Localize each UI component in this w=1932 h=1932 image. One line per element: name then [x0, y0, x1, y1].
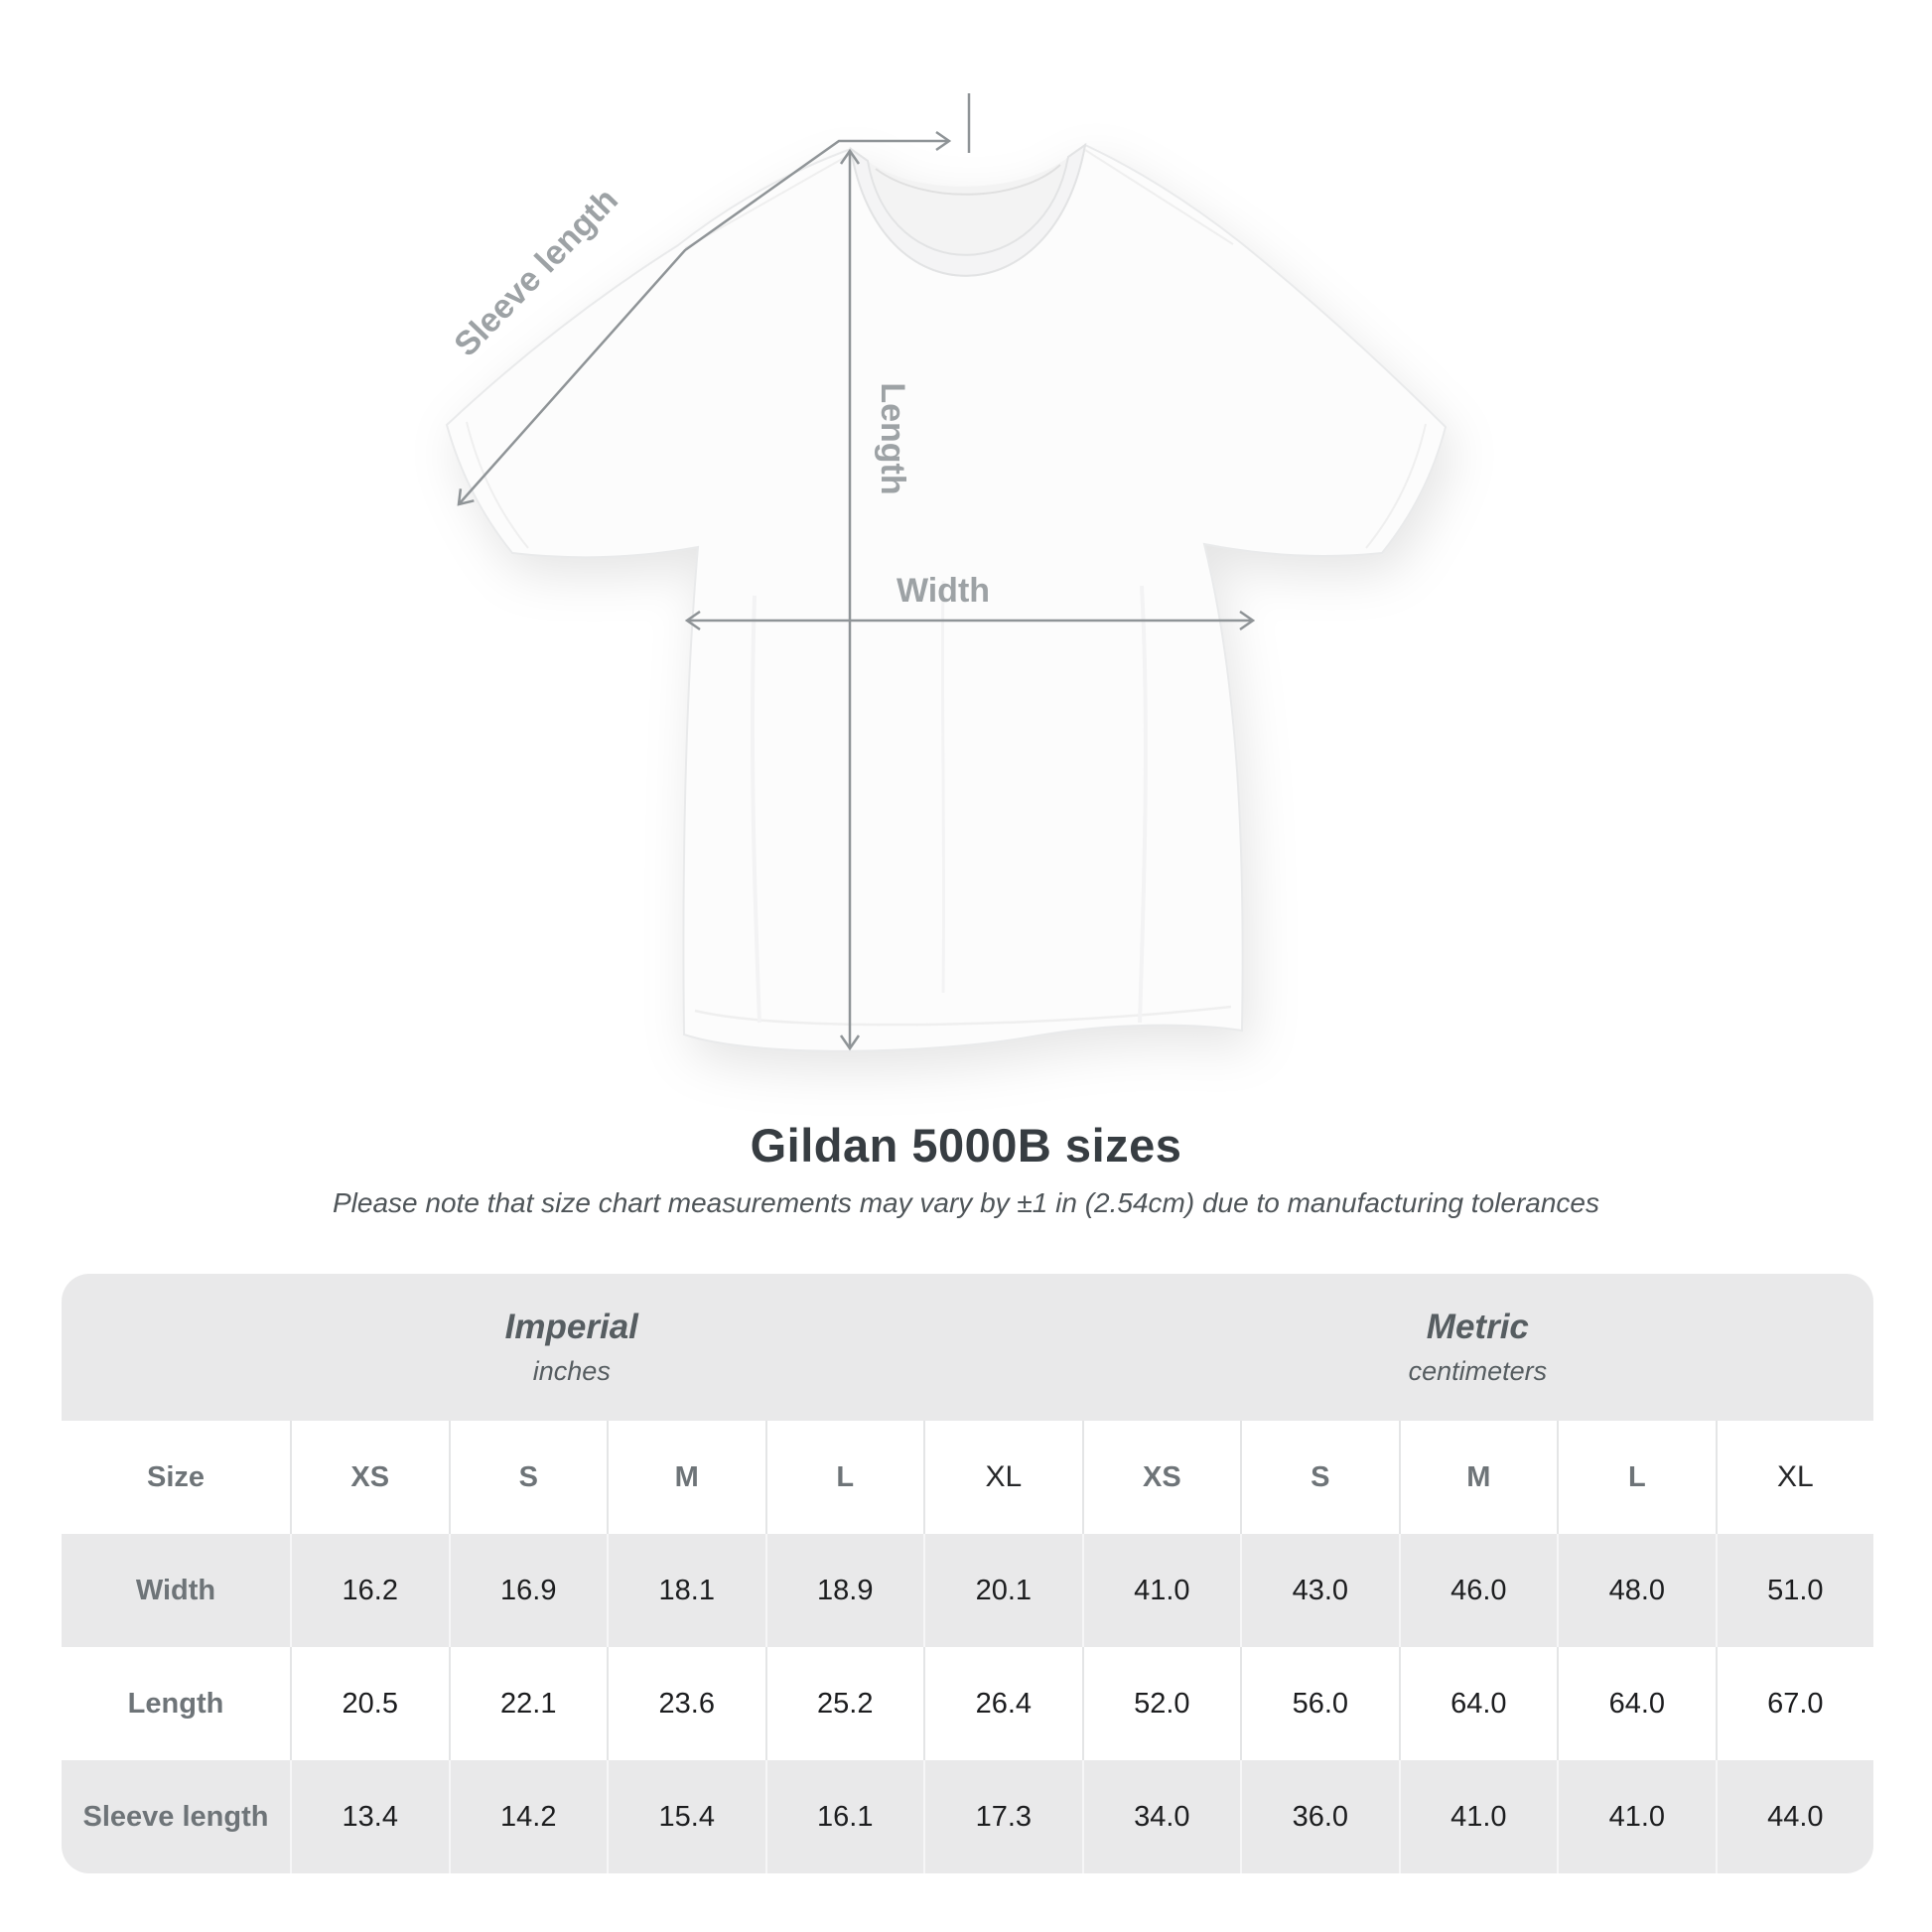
length-metric-xs: 52.0 — [1081, 1647, 1241, 1760]
length-row-label: Length — [62, 1647, 290, 1760]
width-metric-s: 43.0 — [1240, 1534, 1399, 1647]
width-label: Width — [897, 572, 990, 610]
sleeve-row-label: Sleeve length — [62, 1760, 290, 1873]
length-metric-l: 64.0 — [1557, 1647, 1716, 1760]
length-row: Length 20.5 22.1 23.6 25.2 26.4 52.0 56.… — [62, 1647, 1874, 1760]
sleeve-imperial-m: 15.4 — [607, 1760, 765, 1873]
width-imperial-m: 18.1 — [607, 1534, 765, 1647]
length-metric-m: 64.0 — [1398, 1647, 1558, 1760]
imperial-size-xs: XS — [290, 1421, 449, 1534]
width-metric-xl: 51.0 — [1715, 1534, 1874, 1647]
metric-size-l: L — [1557, 1421, 1716, 1534]
sleeve-metric-xl: 44.0 — [1715, 1760, 1874, 1873]
imperial-size-s: S — [448, 1421, 607, 1534]
length-metric-s: 56.0 — [1240, 1647, 1399, 1760]
sleeve-imperial-s: 14.2 — [448, 1760, 607, 1873]
width-row: Width 16.2 16.9 18.1 18.9 20.1 41.0 43.0… — [62, 1534, 1874, 1647]
size-table: Imperial inches Metric centimeters Size … — [62, 1274, 1874, 1873]
sleeve-imperial-l: 16.1 — [764, 1760, 923, 1873]
length-imperial-l: 25.2 — [764, 1647, 923, 1760]
tshirt-measurement-diagram: Sleeve length Length Width — [445, 93, 1448, 1052]
sleeve-length-row: Sleeve length 13.4 14.2 15.4 16.1 17.3 3… — [62, 1760, 1874, 1873]
metric-label: Metric — [1426, 1308, 1529, 1347]
size-header-row: Size XS S M L XL XS S M L XL — [62, 1421, 1874, 1534]
width-imperial-xs: 16.2 — [290, 1534, 449, 1647]
imperial-size-m: M — [607, 1421, 765, 1534]
length-imperial-xs: 20.5 — [290, 1647, 449, 1760]
length-imperial-xl: 26.4 — [923, 1647, 1082, 1760]
metric-size-m: M — [1398, 1421, 1558, 1534]
length-imperial-m: 23.6 — [607, 1647, 765, 1760]
length-metric-xl: 67.0 — [1715, 1647, 1874, 1760]
unit-header-row: Imperial inches Metric centimeters — [62, 1274, 1874, 1421]
page-title: Gildan 5000B sizes — [750, 1119, 1182, 1172]
metric-size-xs: XS — [1081, 1421, 1241, 1534]
sleeve-metric-m: 41.0 — [1398, 1760, 1558, 1873]
sleeve-imperial-xs: 13.4 — [290, 1760, 449, 1873]
width-metric-l: 48.0 — [1557, 1534, 1716, 1647]
width-imperial-l: 18.9 — [764, 1534, 923, 1647]
width-row-label: Width — [62, 1534, 290, 1647]
metric-unit: centimeters — [1408, 1355, 1548, 1386]
metric-size-xl: XL — [1715, 1421, 1874, 1534]
length-imperial-s: 22.1 — [448, 1647, 607, 1760]
sleeve-metric-s: 36.0 — [1240, 1760, 1399, 1873]
length-label: Length — [874, 382, 911, 494]
unit-header-metric: Metric centimeters — [1081, 1274, 1874, 1421]
imperial-size-xl: XL — [923, 1421, 1082, 1534]
unit-header-imperial: Imperial inches — [62, 1274, 1082, 1421]
width-imperial-s: 16.9 — [448, 1534, 607, 1647]
sleeve-imperial-xl: 17.3 — [923, 1760, 1082, 1873]
imperial-label: Imperial — [504, 1308, 638, 1347]
sleeve-length-arrow — [457, 130, 952, 506]
width-metric-xs: 41.0 — [1081, 1534, 1241, 1647]
imperial-unit: inches — [532, 1355, 611, 1386]
sleeve-metric-xs: 34.0 — [1081, 1760, 1241, 1873]
width-imperial-xl: 20.1 — [923, 1534, 1082, 1647]
metric-size-s: S — [1240, 1421, 1399, 1534]
imperial-size-l: L — [764, 1421, 923, 1534]
size-column-header: Size — [62, 1421, 290, 1534]
tolerance-note: Please note that size chart measurements… — [333, 1187, 1599, 1218]
sleeve-metric-l: 41.0 — [1557, 1760, 1716, 1873]
width-metric-m: 46.0 — [1398, 1534, 1558, 1647]
